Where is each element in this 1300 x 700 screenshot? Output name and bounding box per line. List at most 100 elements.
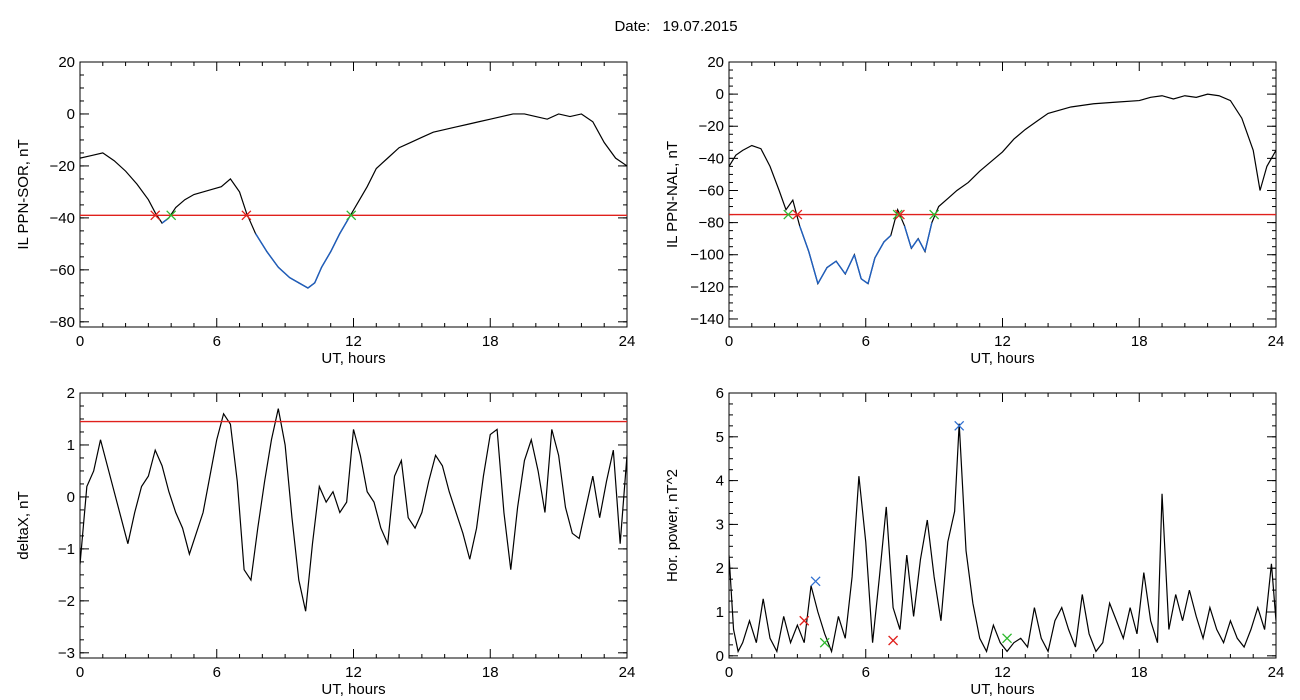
marker-stroke xyxy=(810,576,821,587)
x-tick-label: 12 xyxy=(345,333,362,350)
marker-stroke xyxy=(792,209,803,220)
figure-title: Date: 19.07.2015 xyxy=(0,18,1300,35)
plot-area xyxy=(80,408,627,612)
x-tick-label: 18 xyxy=(1131,333,1148,350)
series-segment-below-threshold xyxy=(307,282,316,289)
y-tick-label: −20 xyxy=(50,158,75,175)
chart-deltax: 0 6 12 18 24 2 1 0 −1 −2 −3 UT, hours deltaX, nT xyxy=(15,385,635,698)
marker-stroke xyxy=(241,210,252,221)
marker-red xyxy=(150,210,161,221)
x-tick-label: 24 xyxy=(1268,333,1285,350)
x-tick-label: 0 xyxy=(725,333,733,350)
series-segment-below-threshold xyxy=(903,225,913,249)
x-axis-title: UT, hours xyxy=(321,681,385,698)
x-tick-label: 24 xyxy=(619,333,636,350)
y-tick-label: −100 xyxy=(690,247,724,264)
series-segment-below-threshold xyxy=(277,266,291,279)
series-segment-below-threshold xyxy=(835,260,846,275)
marker-blue xyxy=(954,420,965,431)
marker-red xyxy=(792,209,803,220)
series-segment-below-threshold xyxy=(298,282,309,289)
series-segment-below-threshold xyxy=(874,241,885,259)
marker-stroke xyxy=(799,615,810,626)
y-tick-label: 3 xyxy=(716,516,724,533)
series-segment-below-threshold xyxy=(910,238,919,249)
plot-area xyxy=(729,420,1276,654)
y-axis-title: IL PPN-NAL, nT xyxy=(664,141,681,248)
marker-green xyxy=(819,637,830,648)
y-tick-label: 5 xyxy=(716,429,724,446)
marker-green xyxy=(166,210,177,221)
y-tick-label: 20 xyxy=(58,54,75,71)
y-tick-label: 1 xyxy=(67,437,75,454)
x-tick-label: 18 xyxy=(482,664,499,681)
y-tick-label: −2 xyxy=(58,593,75,610)
series-segment-below-threshold xyxy=(320,251,332,268)
x-tick-label: 0 xyxy=(76,664,84,681)
marker-stroke xyxy=(1002,633,1013,644)
series-segment-below-threshold xyxy=(917,238,926,252)
marker-red xyxy=(888,635,899,646)
y-tick-label: −140 xyxy=(690,311,724,328)
series-segment-below-threshold xyxy=(883,234,892,243)
x-tick-label: 6 xyxy=(862,664,870,681)
y-axis-title: IL PPN-SOR, nT xyxy=(15,139,32,249)
marker-blue xyxy=(810,576,821,587)
marker-green xyxy=(1002,633,1013,644)
marker-stroke xyxy=(888,635,899,646)
marker-green xyxy=(346,210,357,221)
x-tick-label: 12 xyxy=(345,664,362,681)
series-segment-below-threshold xyxy=(817,267,828,284)
x-tick-label: 12 xyxy=(994,664,1011,681)
x-axis-title: UT, hours xyxy=(970,350,1034,367)
y-tick-label: 0 xyxy=(716,648,724,665)
series-segment-below-threshold xyxy=(844,254,855,275)
chart-ppn-sor: 0 6 12 18 24 20 0 −20 −40 −60 −80 UT, hours IL PPN-S… xyxy=(15,54,635,367)
series-segment-below-threshold xyxy=(266,251,279,268)
y-tick-label: 2 xyxy=(67,385,75,402)
x-tick-label: 6 xyxy=(862,333,870,350)
y-tick-label: −40 xyxy=(699,150,724,167)
x-tick-label: 24 xyxy=(619,664,636,681)
marker-stroke xyxy=(783,209,794,220)
plot-frame xyxy=(728,61,1277,328)
series-segment-below-threshold xyxy=(289,277,300,284)
y-tick-label: −3 xyxy=(58,645,75,662)
y-axis-title: deltaX, nT xyxy=(15,491,32,559)
x-tick-label: 24 xyxy=(1268,664,1285,681)
series-line xyxy=(729,423,1276,654)
y-tick-label: 1 xyxy=(716,604,724,621)
x-tick-label: 0 xyxy=(76,333,84,350)
series-segment-below-threshold xyxy=(339,217,350,234)
y-tick-label: −60 xyxy=(50,262,75,279)
x-tick-label: 12 xyxy=(994,333,1011,350)
marker-green xyxy=(892,209,903,220)
marker-red xyxy=(799,615,810,626)
plot-frame xyxy=(728,392,1277,659)
marker-stroke xyxy=(954,420,965,431)
series-segment-below-threshold xyxy=(798,225,810,252)
y-tick-label: −40 xyxy=(50,210,75,227)
series-line xyxy=(80,113,627,289)
x-axis-title: UT, hours xyxy=(970,681,1034,698)
x-tick-label: 6 xyxy=(213,333,221,350)
plot-area xyxy=(729,93,1276,286)
x-tick-label: 0 xyxy=(725,664,733,681)
marker-stroke xyxy=(819,637,830,648)
x-tick-label: 18 xyxy=(1131,664,1148,681)
y-tick-label: −120 xyxy=(690,279,724,296)
marker-stroke xyxy=(892,209,903,220)
y-tick-label: −60 xyxy=(699,182,724,199)
series-segment-below-threshold xyxy=(330,233,341,252)
y-axis-title: Hor. power, nT^2 xyxy=(664,469,681,582)
series-segment-below-threshold xyxy=(314,266,323,284)
marker-red xyxy=(241,210,252,221)
series-segment-below-threshold xyxy=(924,222,933,252)
marker-red xyxy=(894,209,905,220)
figure-title-label: Date: xyxy=(614,18,651,35)
y-tick-label: −80 xyxy=(699,215,724,232)
y-tick-label: −1 xyxy=(58,541,75,558)
plot-frame xyxy=(79,61,628,328)
series-line xyxy=(80,408,627,612)
